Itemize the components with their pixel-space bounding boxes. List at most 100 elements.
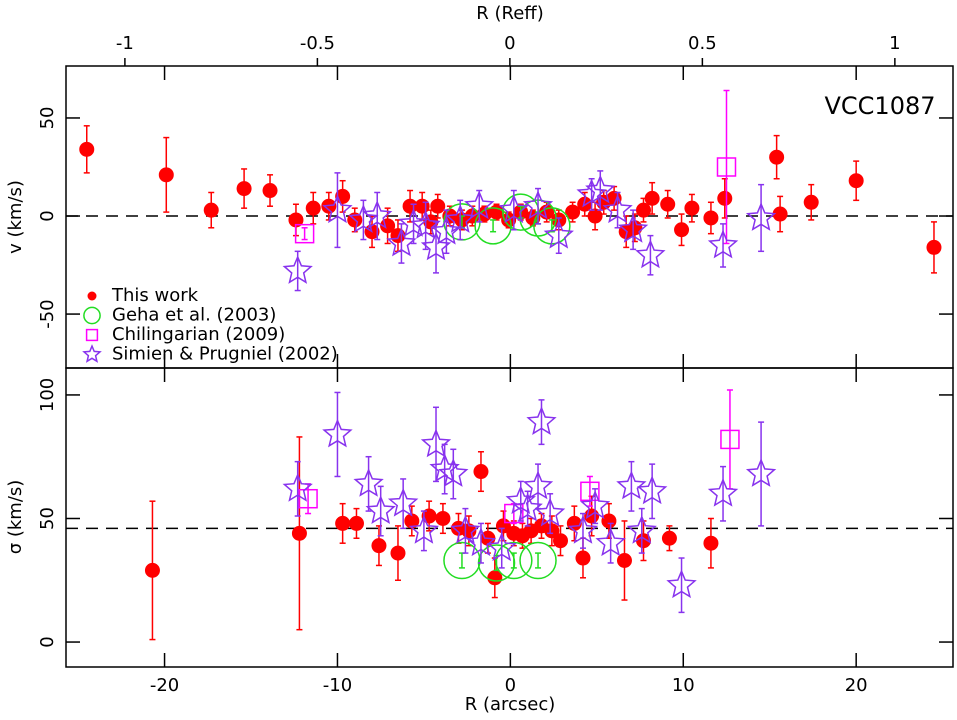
marker — [298, 488, 318, 509]
marker — [601, 513, 617, 529]
legend-label: Geha et al. (2003) — [112, 305, 276, 326]
annotation: VCC1087 — [824, 92, 935, 120]
marker — [386, 227, 417, 257]
x2-axis-label: R (Reff) — [476, 3, 543, 24]
y-axis-label: σ (km/s) — [5, 480, 26, 555]
x2-tick-label: -1 — [116, 33, 134, 54]
marker — [567, 514, 599, 544]
marker — [335, 515, 351, 531]
x-tick-label: 0 — [505, 675, 516, 696]
marker — [387, 487, 419, 517]
bottom-frame — [65, 367, 954, 668]
marker — [398, 207, 429, 237]
marker — [716, 157, 737, 177]
marker — [353, 467, 384, 497]
marker — [486, 532, 517, 562]
marker — [522, 470, 554, 500]
marker — [587, 208, 603, 224]
x-tick-label: 10 — [672, 675, 695, 696]
marker — [616, 552, 632, 568]
marker — [553, 533, 569, 549]
marker — [305, 200, 321, 216]
marker — [522, 190, 554, 220]
marker — [322, 418, 353, 448]
x2-tick-label: 1 — [889, 33, 900, 54]
marker — [408, 514, 440, 544]
y-tick-label: -50 — [37, 299, 58, 328]
marker — [769, 149, 785, 165]
marker — [636, 202, 652, 218]
marker — [534, 497, 566, 527]
marker — [322, 194, 353, 224]
marker — [495, 541, 533, 580]
marker — [420, 428, 452, 458]
marker — [236, 181, 252, 197]
y-tick-label: 50 — [37, 107, 58, 130]
marker — [450, 514, 481, 544]
marker — [703, 210, 719, 226]
marker — [674, 222, 690, 238]
x2-tick-label: 0.5 — [688, 33, 717, 54]
marker — [565, 204, 581, 220]
marker — [707, 229, 739, 259]
x2-tick-label: 0 — [504, 33, 515, 54]
marker — [435, 510, 451, 526]
marker — [584, 508, 600, 524]
legend-label: This work — [111, 285, 199, 306]
marker — [203, 202, 219, 218]
marker — [404, 513, 420, 529]
marker — [635, 239, 666, 269]
marker — [79, 141, 95, 157]
marker — [666, 569, 697, 599]
marker — [443, 541, 481, 580]
marker — [543, 219, 574, 249]
marker — [703, 535, 719, 551]
marker — [526, 406, 557, 435]
marker — [772, 206, 788, 222]
marker — [262, 183, 278, 199]
marker — [617, 213, 649, 243]
marker — [438, 458, 469, 487]
marker — [282, 254, 313, 284]
marker — [348, 515, 364, 531]
x-axis-label: R (arcsec) — [465, 694, 556, 715]
marker — [294, 223, 315, 244]
marker — [745, 202, 777, 231]
marker — [848, 173, 864, 189]
marker — [371, 538, 387, 554]
marker — [431, 215, 462, 245]
legend-marker — [87, 291, 97, 301]
marker — [362, 200, 393, 229]
marker — [616, 470, 647, 500]
legend-label: Chilingarian (2009) — [112, 324, 285, 345]
marker — [519, 541, 557, 580]
marker — [321, 198, 337, 214]
marker — [661, 530, 677, 546]
marker — [445, 203, 476, 233]
y-tick-label: 50 — [37, 507, 58, 530]
marker — [579, 490, 611, 520]
marker — [473, 464, 489, 480]
marker — [585, 174, 616, 204]
marker — [288, 212, 304, 228]
marker — [544, 523, 560, 539]
marker — [365, 495, 396, 524]
marker — [464, 190, 495, 220]
x2-tick-label: -0.5 — [300, 33, 335, 54]
marker — [498, 194, 529, 224]
marker — [602, 194, 633, 224]
marker — [803, 194, 819, 210]
x-tick-label: 20 — [845, 675, 868, 696]
marker — [158, 167, 174, 183]
marker — [636, 533, 652, 549]
y-tick-label: 100 — [37, 378, 58, 412]
legend-marker — [85, 328, 99, 342]
marker — [465, 527, 497, 557]
marker — [707, 477, 739, 507]
marker — [291, 525, 307, 541]
y-tick-label: 0 — [37, 210, 58, 221]
legend-marker — [82, 344, 102, 363]
marker — [636, 475, 668, 505]
